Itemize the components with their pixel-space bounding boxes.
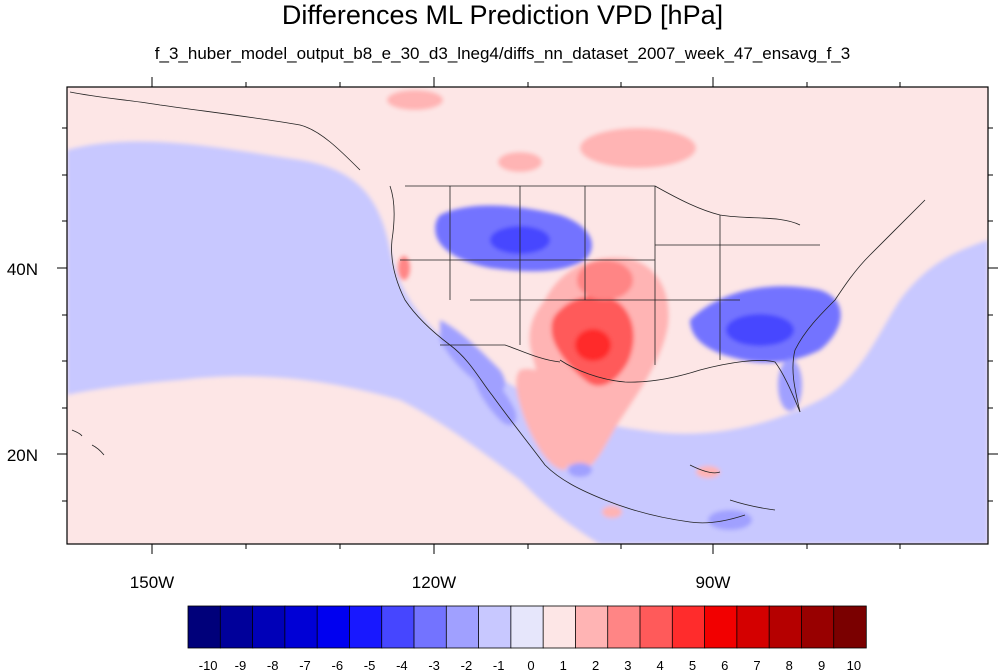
colorbar-box — [801, 605, 835, 649]
field-layer — [67, 87, 988, 544]
colorbar-box — [833, 605, 867, 649]
border-lines — [69, 91, 926, 524]
coastline-us-west — [389, 185, 493, 396]
colorbar-tick-label: -1 — [493, 658, 505, 672]
colorbar-tick-label: -4 — [396, 658, 408, 672]
region-caribbean — [780, 403, 988, 544]
coastline-atlantic — [792, 199, 926, 413]
y-tick-label-40n: 40N — [7, 260, 38, 279]
region-pacific-tongue — [140, 460, 330, 544]
colorbar-tick-label: -3 — [428, 658, 440, 672]
region-mexico-south — [602, 506, 622, 518]
chart-subtitle: f_3_huber_model_output_b8_e_30_d3_lneg4/… — [154, 44, 851, 63]
colorbar-box — [768, 605, 803, 649]
region-northern-mexico — [516, 369, 571, 470]
region-florida — [778, 359, 802, 411]
colorbar-tick-label: -5 — [364, 658, 376, 672]
border-us-mexico — [440, 344, 561, 363]
colorbar-box — [575, 605, 609, 649]
region-southeast-core — [726, 314, 794, 346]
colorbar-tick-label: 5 — [689, 658, 696, 672]
chart-title: Differences ML Prediction VPD [hPa] — [281, 0, 724, 30]
colorbar-tick-label: -6 — [332, 658, 344, 672]
colorbar-box — [445, 605, 480, 649]
region-low-negative — [67, 141, 988, 544]
colorbar-box — [316, 605, 351, 649]
region-southern-canada — [580, 128, 696, 168]
colorbar — [187, 605, 867, 649]
colorbar-tick-label: 1 — [560, 658, 567, 672]
colorbar-box — [187, 605, 221, 649]
coastline-caribbean — [689, 464, 776, 511]
region-canada-west — [498, 152, 542, 172]
colorbar-box — [219, 605, 254, 649]
coastline-gulf — [559, 359, 801, 413]
colorbar-tick-label: 9 — [818, 658, 825, 672]
colorbar-tick-label: -2 — [461, 658, 473, 672]
colorbar-box — [284, 605, 318, 649]
coastline-hawaii — [71, 429, 105, 456]
colorbar-tick-label: 6 — [721, 658, 728, 672]
colorbar-box — [252, 605, 286, 649]
axis-ticks — [57, 77, 998, 554]
x-tick-label-90w: 90W — [696, 573, 731, 592]
coastline-mexico-pacific — [491, 394, 746, 524]
colorbar-box — [542, 605, 577, 649]
x-tick-label-150w: 150W — [130, 573, 174, 592]
state-borders — [400, 186, 820, 365]
colorbar-labels: -10 -9 -8 -7 -6 -5 -4 -3 -2 -1 0 1 2 3 4 5 6 7 8 9 10 — [199, 658, 861, 672]
colorbar-box — [607, 605, 641, 649]
colorbar-box — [671, 605, 706, 649]
region-kansas-oklahoma — [577, 260, 633, 300]
colorbar-tick-label: 7 — [753, 658, 760, 672]
plot-area — [67, 87, 988, 544]
colorbar-tick-label: 2 — [592, 658, 599, 672]
colorbar-tick-label: -8 — [267, 658, 279, 672]
region-alaska-coast — [387, 90, 443, 110]
y-tick-label-20n: 20N — [7, 446, 38, 465]
colorbar-tick-label: -7 — [299, 658, 311, 672]
region-north-pink — [67, 87, 988, 210]
colorbar-box — [639, 605, 673, 649]
colorbar-box — [478, 605, 512, 649]
region-california-coast — [398, 256, 410, 280]
colorbar-box — [413, 605, 447, 649]
x-tick-label-120w: 120W — [412, 573, 456, 592]
region-mexico-pacific — [470, 360, 517, 426]
colorbar-box — [510, 605, 544, 649]
coastline-alaska — [69, 91, 361, 171]
colorbar-tick-label: 8 — [786, 658, 793, 672]
colorbar-box — [736, 605, 770, 649]
colorbar-box — [381, 605, 415, 649]
colorbar-box — [349, 605, 383, 649]
colorbar-tick-label: -9 — [235, 658, 247, 672]
colorbar-tick-label: 4 — [657, 658, 664, 672]
colorbar-tick-label: 3 — [624, 658, 631, 672]
colorbar-tick-label: -10 — [199, 658, 218, 672]
region-texas-peak — [575, 329, 611, 361]
region-central-america — [708, 510, 752, 530]
region-mexico-southwest — [568, 463, 592, 477]
colorbar-box — [704, 605, 738, 649]
colorbar-tick-label: 0 — [527, 658, 534, 672]
region-baja-west — [440, 320, 506, 392]
colorbar-tick-label: 10 — [847, 658, 861, 672]
